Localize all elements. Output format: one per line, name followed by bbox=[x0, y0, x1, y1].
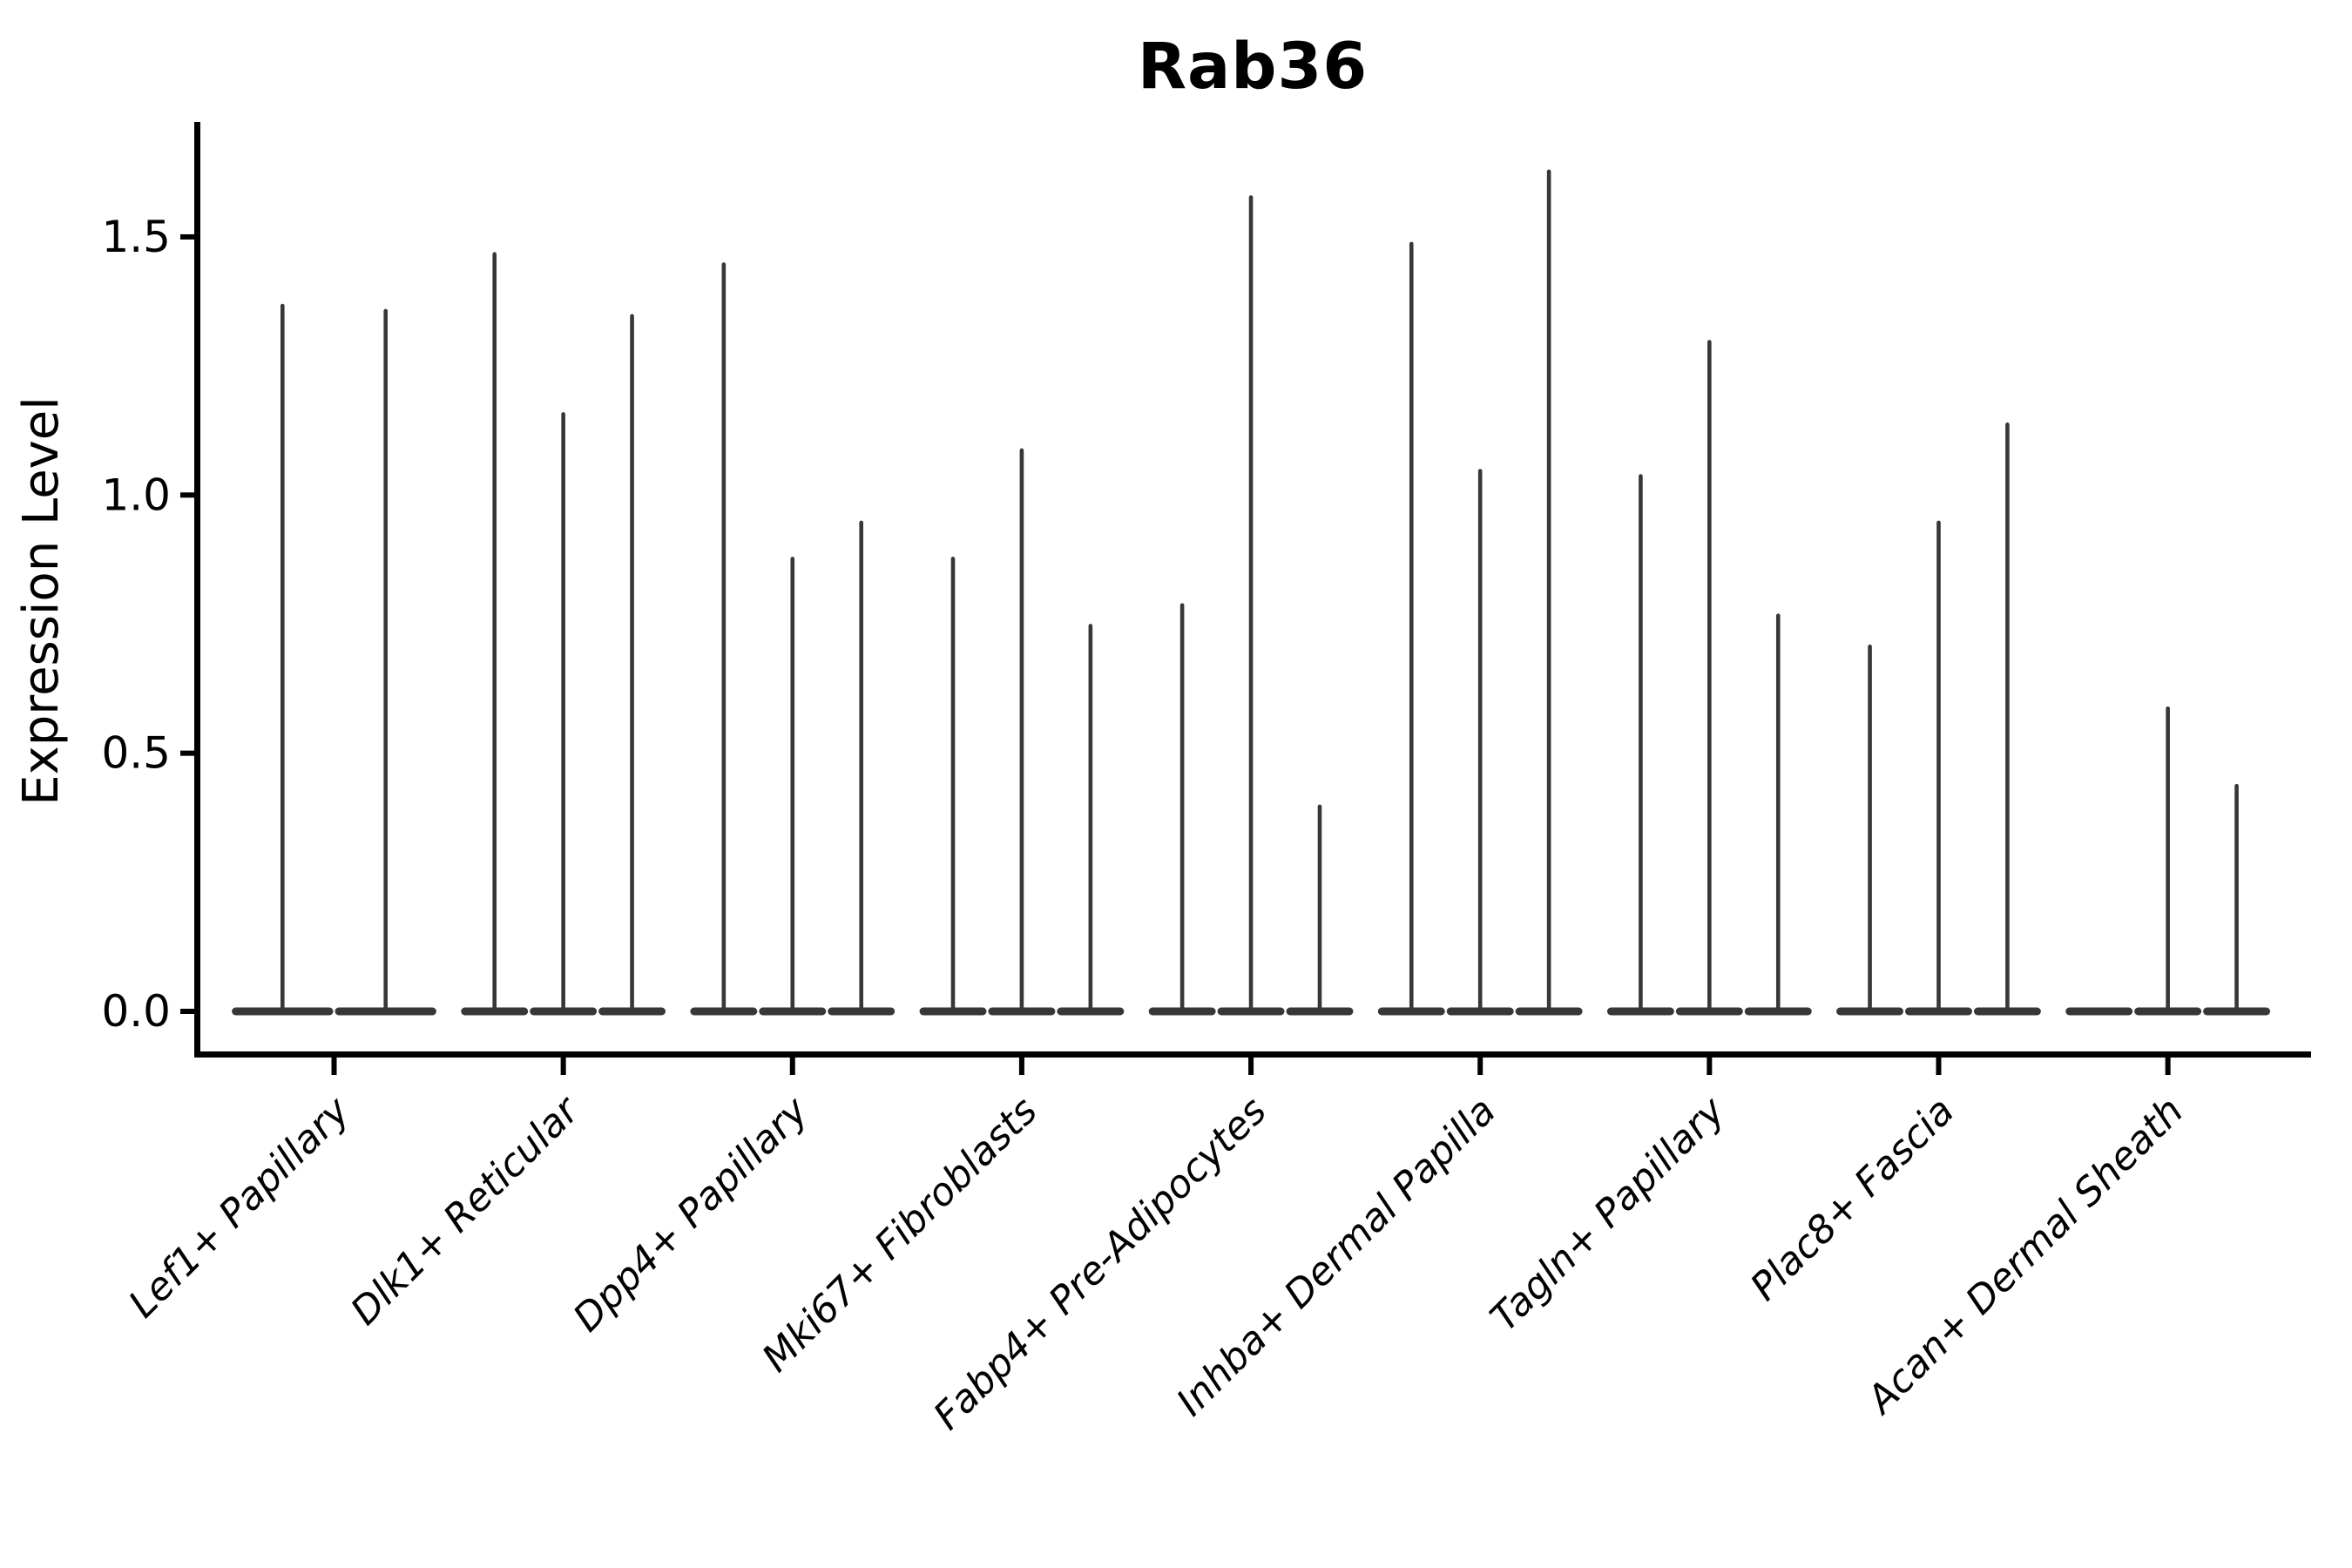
x-tick bbox=[1936, 1058, 1942, 1075]
x-tick-label: Plac8+ Fascia bbox=[1742, 1089, 1963, 1309]
x-tick bbox=[331, 1058, 337, 1075]
x-tick-label: Dpp4+ Papillary bbox=[565, 1088, 818, 1341]
y-tick bbox=[180, 1009, 194, 1014]
violin-baseline bbox=[2065, 1007, 2133, 1016]
x-tick bbox=[1248, 1058, 1254, 1075]
x-tick bbox=[1477, 1058, 1484, 1075]
chart-title: Rab36 bbox=[1137, 30, 1369, 104]
x-tick-label: Lef1+ Papillary bbox=[120, 1088, 359, 1327]
x-tick bbox=[1707, 1058, 1713, 1075]
x-tick bbox=[789, 1058, 795, 1075]
x-tick bbox=[560, 1058, 566, 1075]
x-axis-spine bbox=[194, 1051, 2311, 1058]
x-tick bbox=[1018, 1058, 1024, 1075]
y-tick-label: 0.5 bbox=[101, 728, 171, 779]
y-tick-label: 0.0 bbox=[101, 986, 171, 1037]
x-tick-label: Tagln+ Papillary bbox=[1482, 1088, 1734, 1340]
x-tick bbox=[2165, 1058, 2171, 1075]
y-tick bbox=[180, 233, 194, 240]
y-axis-title: Expression Level bbox=[13, 396, 70, 806]
y-axis-spine bbox=[194, 122, 200, 1058]
x-tick-label: Dlk1+ Reticular bbox=[342, 1087, 589, 1334]
y-tick bbox=[180, 750, 194, 756]
y-tick-label: 1.0 bbox=[101, 470, 171, 520]
y-tick bbox=[180, 492, 194, 498]
y-tick-label: 1.5 bbox=[101, 212, 171, 262]
